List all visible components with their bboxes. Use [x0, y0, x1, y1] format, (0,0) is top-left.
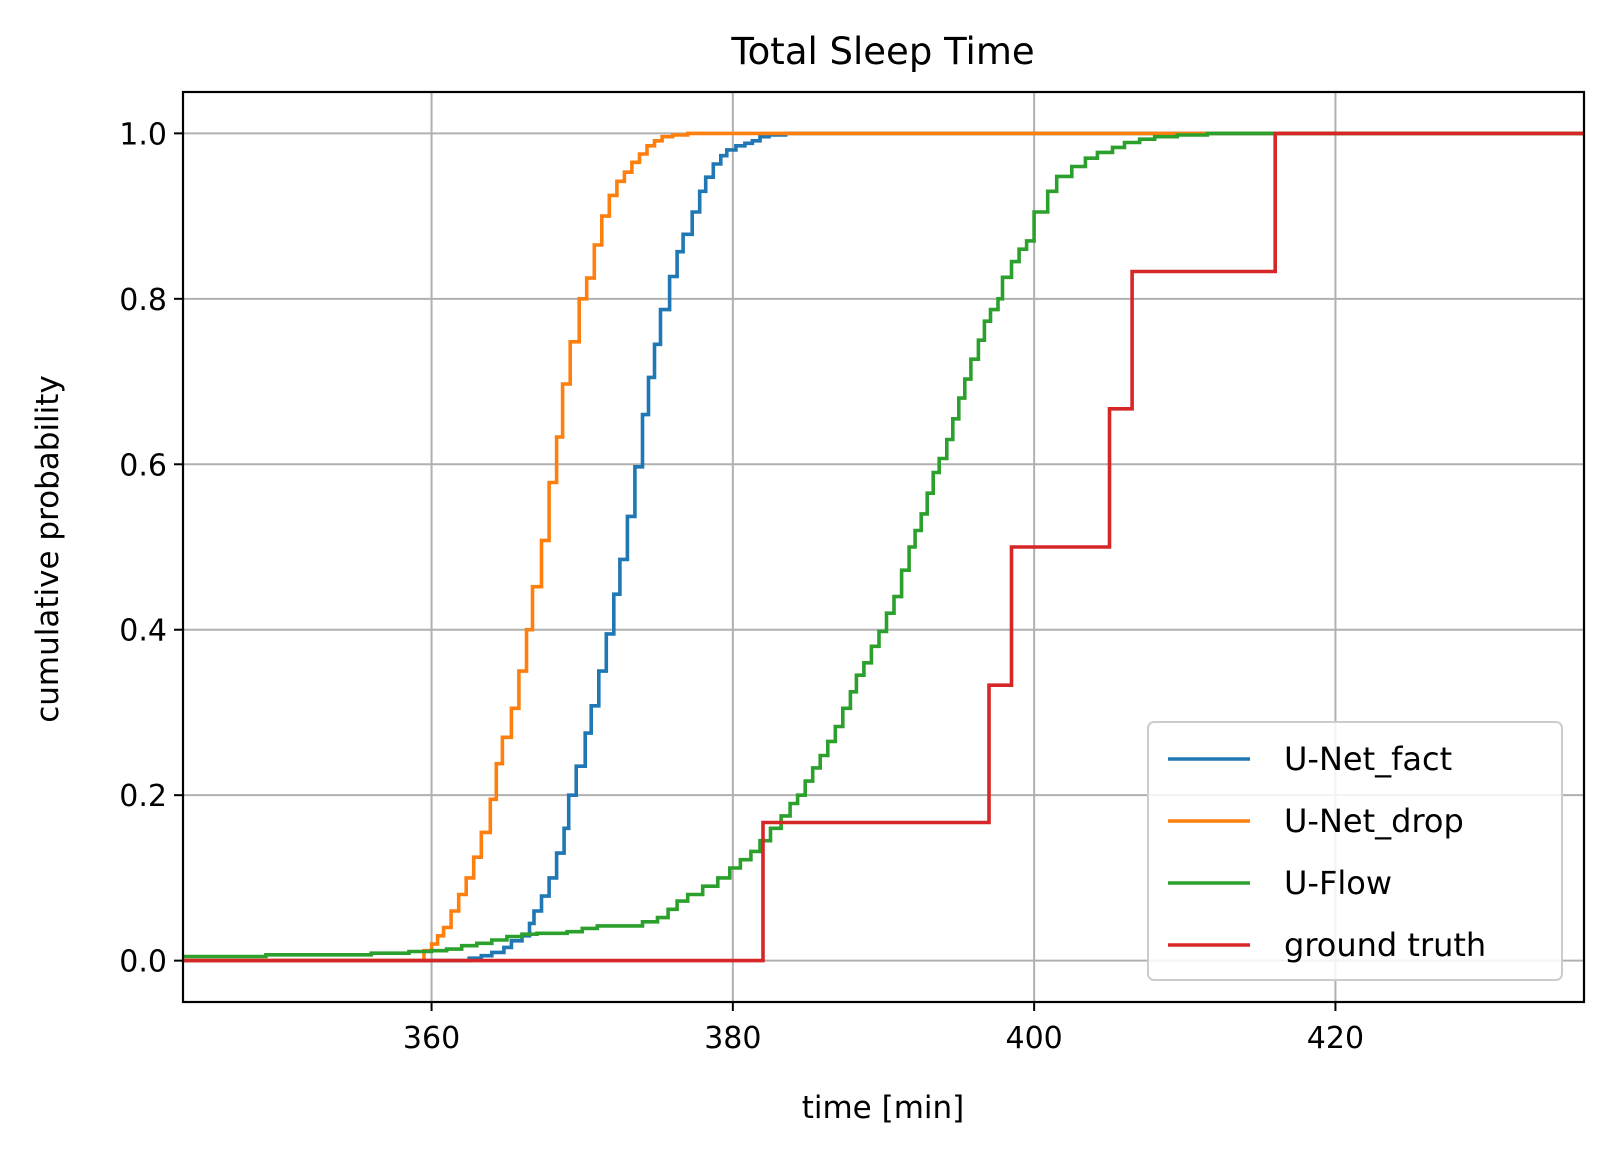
- series-lines: [183, 131, 1584, 963]
- plot-area: 360 380 400 420 0.0 0.2 0.4 0.6 0.8 1.0: [119, 90, 1586, 1056]
- axis-ticks: 360 380 400 420 0.0 0.2 0.4 0.6 0.8 1.0: [119, 117, 1364, 1056]
- series-line-ground-truth: [183, 131, 1584, 963]
- series-line-u-flow: [183, 131, 1584, 959]
- y-tick-label: 1.0: [119, 117, 167, 152]
- series-line-u-net-drop: [183, 131, 1584, 963]
- legend-box: [1147, 721, 1563, 981]
- x-tick-label: 360: [403, 1021, 460, 1056]
- x-tick-label: 400: [1006, 1021, 1063, 1056]
- legend-label-u-flow: U-Flow: [1284, 864, 1392, 902]
- y-tick-label: 0.0: [119, 945, 167, 980]
- legend-label-u-net-drop: U-Net_drop: [1284, 802, 1464, 840]
- legend-label-u-net-fact: U-Net_fact: [1284, 740, 1452, 778]
- legend-label-ground-truth: ground truth: [1284, 926, 1486, 964]
- chart-title: Total Sleep Time: [730, 30, 1034, 73]
- y-axis-label: cumulative probability: [30, 375, 66, 723]
- x-axis-label: time [min]: [802, 1090, 965, 1126]
- x-tick-label: 380: [704, 1021, 761, 1056]
- y-tick-label: 0.6: [119, 448, 167, 483]
- y-tick-label: 0.8: [119, 283, 167, 318]
- plot-frame: [181, 90, 1586, 1004]
- y-tick-label: 0.4: [119, 614, 167, 649]
- legend: U-Net_fact U-Net_drop U-Flow ground truth: [1147, 721, 1563, 981]
- y-tick-label: 0.2: [119, 779, 167, 814]
- x-tick-label: 420: [1307, 1021, 1364, 1056]
